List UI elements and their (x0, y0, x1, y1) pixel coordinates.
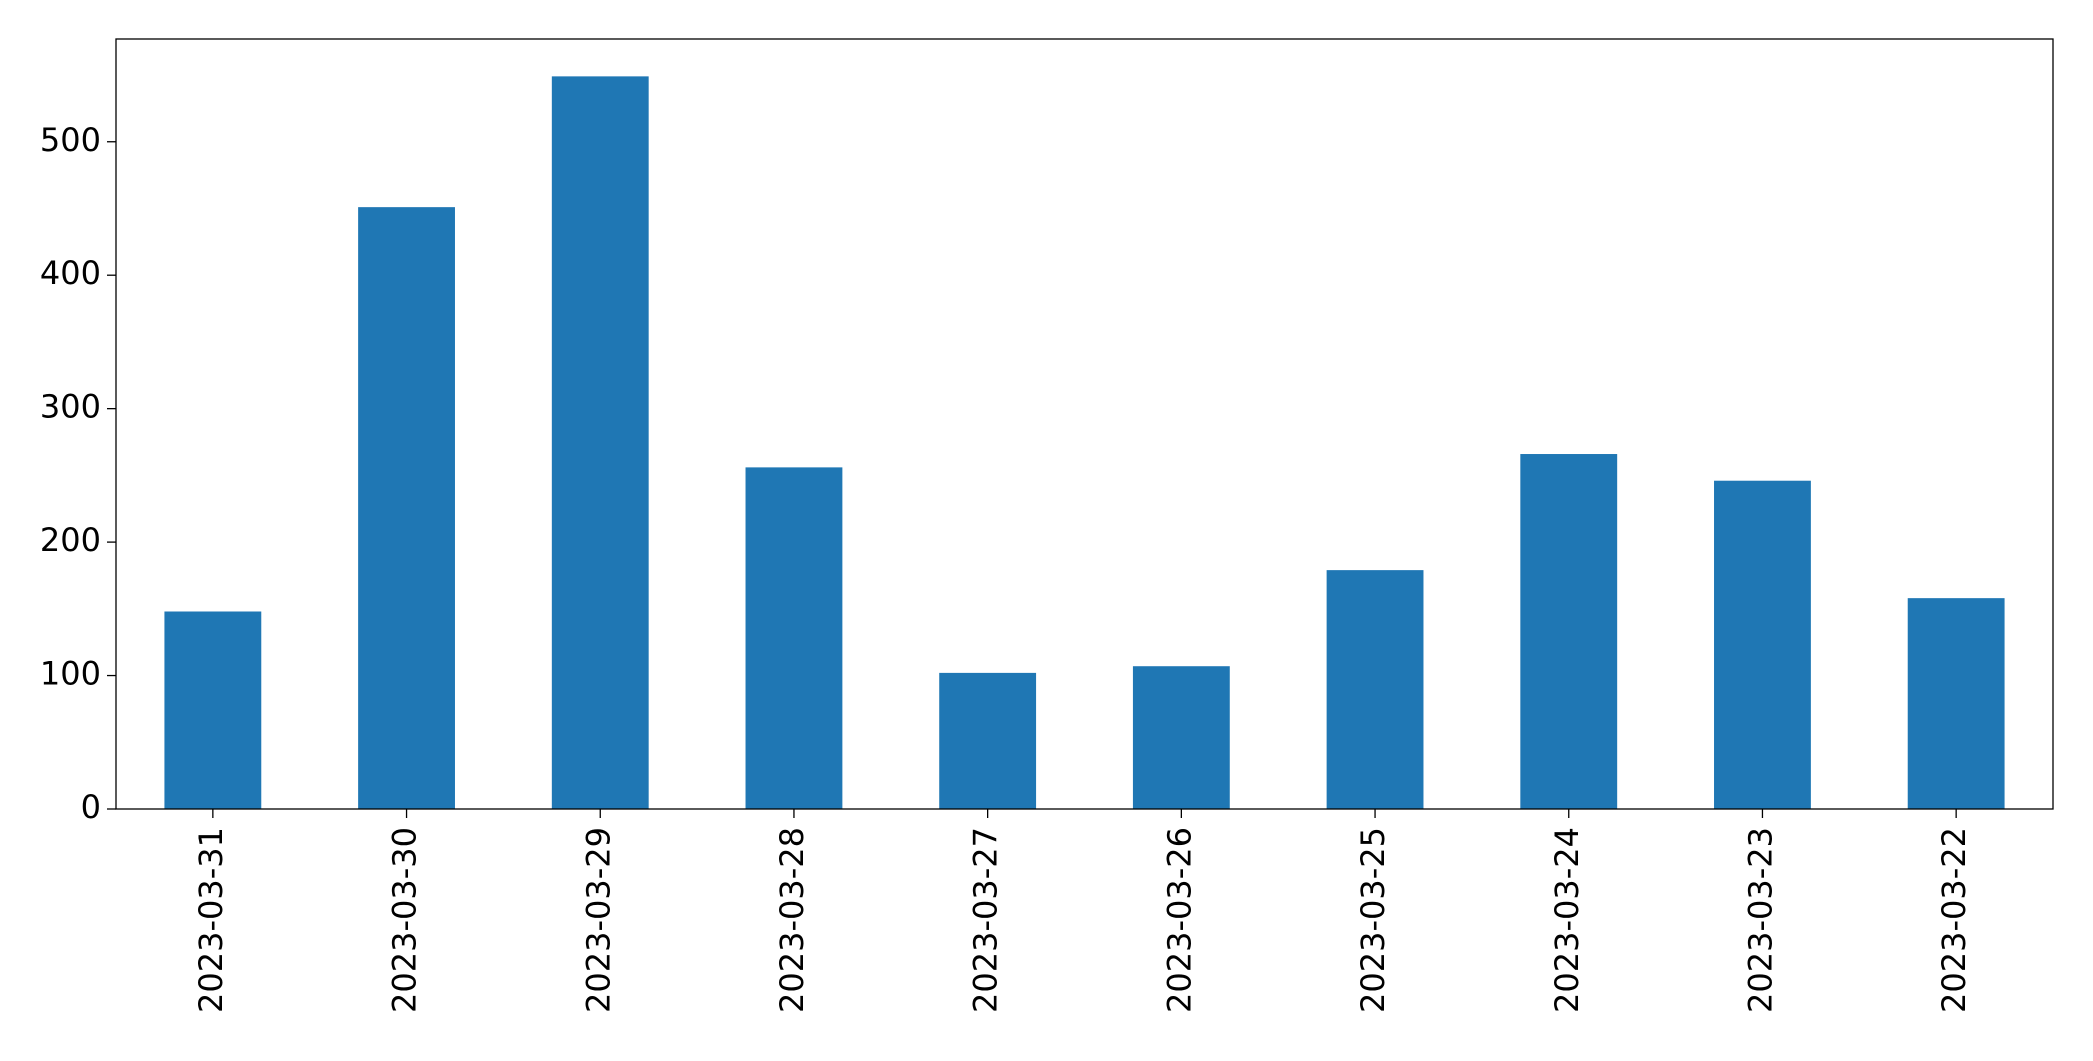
x-tick-label: 2023-03-28 (773, 827, 811, 1013)
bar (164, 611, 262, 809)
bar (745, 467, 843, 809)
y-tick-label: 400 (40, 254, 101, 292)
x-tick-label: 2023-03-30 (386, 827, 424, 1013)
bar (939, 672, 1037, 809)
bar (1326, 570, 1424, 809)
x-tick-label: 2023-03-23 (1741, 827, 1779, 1013)
y-tick-label: 0 (81, 788, 101, 826)
bar (1132, 666, 1230, 809)
bar (1520, 454, 1618, 809)
x-tick-label: 2023-03-26 (1160, 827, 1198, 1013)
y-tick-label: 200 (40, 521, 101, 559)
x-tick-label: 2023-03-24 (1548, 827, 1586, 1013)
x-tick-label: 2023-03-27 (967, 827, 1005, 1013)
bar (1714, 480, 1811, 809)
y-tick-label: 500 (40, 121, 101, 159)
x-tick-label: 2023-03-31 (192, 827, 230, 1013)
x-tick-label: 2023-03-25 (1354, 827, 1392, 1013)
plot-frame (115, 38, 2054, 810)
bar (551, 76, 649, 810)
y-tick-label: 100 (40, 655, 101, 693)
bar (358, 207, 455, 810)
x-tick-label: 2023-03-22 (1935, 827, 1973, 1013)
bar (1907, 598, 2005, 809)
x-tick-label: 2023-03-29 (579, 827, 617, 1013)
y-tick-label: 300 (40, 388, 101, 426)
